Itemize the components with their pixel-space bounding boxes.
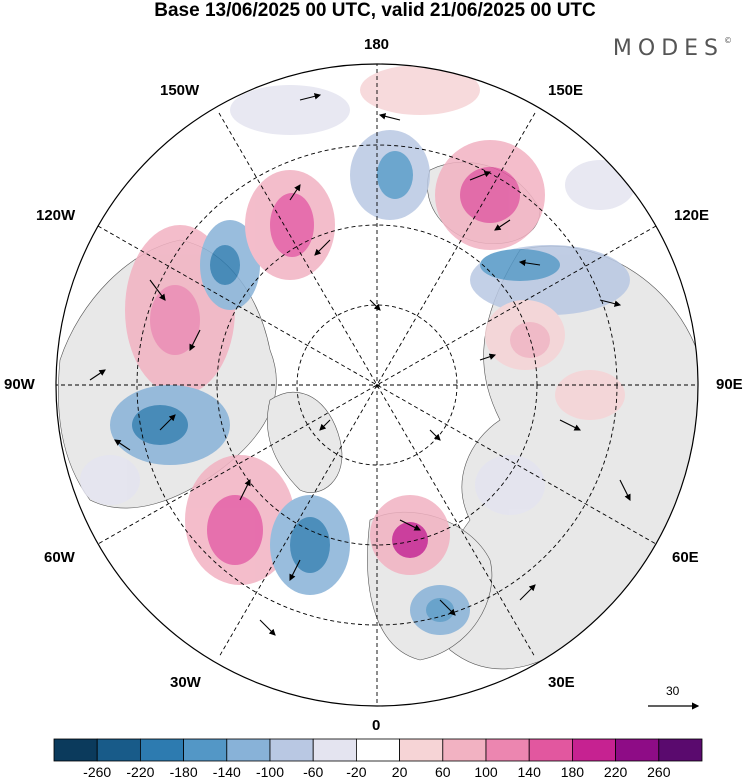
map-title: Base 13/06/2025 00 UTC, valid 21/06/2025… — [154, 0, 596, 21]
colorbar-swatch — [572, 738, 617, 762]
colorbar-swatch — [226, 738, 271, 762]
greenland-landmass — [267, 391, 343, 493]
colorbar-swatch — [528, 738, 573, 762]
colorbar-tick-label: 220 — [603, 764, 628, 780]
colorbar-swatch — [355, 738, 400, 762]
lon-label-30e: 30E — [548, 674, 575, 691]
neg-anomaly-w2 — [80, 455, 140, 505]
pos-anomaly-sse-core — [392, 522, 428, 558]
neg-anomaly-se-core — [426, 598, 454, 622]
colorbar-tick-label: -20 — [346, 764, 367, 780]
neg-anomaly-top — [230, 85, 350, 135]
pos-anomaly-e2-core — [510, 322, 550, 358]
colorbar-tick-label: -60 — [303, 764, 324, 780]
neg-anomaly-s-core — [290, 517, 330, 573]
neg-anomaly-nw-core — [210, 245, 240, 285]
colorbar-tick-label: 20 — [391, 764, 408, 780]
neg-anomaly-ne2 — [565, 160, 635, 210]
colorbar-swatch — [312, 738, 357, 762]
brand-mark: © — [724, 36, 732, 45]
neg-anomaly-e4 — [475, 455, 545, 515]
lon-label-60e: 60E — [672, 549, 699, 566]
colorbar-swatch — [615, 738, 660, 762]
colorbar-tick-label: -260 — [83, 764, 112, 780]
pos-anomaly-ne-core — [460, 167, 520, 223]
lon-label-150w: 150W — [160, 82, 200, 99]
colorbar-tick-label: -220 — [126, 764, 155, 780]
lon-label-bottom: 0 — [372, 717, 381, 734]
graticule — [56, 64, 698, 706]
pos-anomaly-ssw-core — [207, 495, 263, 565]
brand-name: MODES — [612, 36, 724, 61]
neg-anomaly-sw-core — [132, 405, 188, 445]
colorbar — [53, 738, 703, 762]
colorbar-tick-label: 140 — [517, 764, 541, 780]
lon-label-30w: 30W — [170, 674, 201, 691]
colorbar-swatch — [96, 738, 141, 762]
brand-logo: MODES© — [613, 36, 732, 61]
lon-label-120e: 120E — [674, 207, 710, 224]
lon-label-60w: 60W — [44, 549, 75, 566]
lon-label-left: 90W — [4, 376, 35, 393]
colorbar-tick-label: 180 — [560, 764, 585, 780]
map-disk — [56, 64, 698, 706]
pos-anomaly-w-core — [150, 285, 200, 355]
colorbar-swatch — [485, 738, 530, 762]
colorbar-tick-label: 260 — [647, 764, 671, 780]
colorbar-swatch — [53, 738, 98, 762]
colorbar-swatch — [269, 738, 314, 762]
map-border — [55, 63, 699, 707]
lon-label-right: 90E — [716, 376, 743, 393]
pos-anomaly-nnw-core — [270, 193, 314, 257]
colorbar-swatch — [442, 738, 487, 762]
meridian-120w-60e — [97, 225, 657, 545]
meridian-120e-60w — [97, 225, 657, 545]
lon-label-120w: 120W — [36, 207, 76, 224]
lon-label-top: 180 — [364, 36, 390, 53]
lon-label-150e: 150E — [548, 82, 584, 99]
neg-anomaly-e-core — [480, 249, 560, 281]
colorbar-swatch — [183, 738, 228, 762]
neg-anomaly-n-core — [377, 151, 413, 199]
pos-anomaly-e3 — [555, 370, 625, 420]
colorbar-tick-label: -140 — [212, 764, 241, 780]
colorbar-tick-label: -180 — [169, 764, 198, 780]
colorbar-tick-label: 100 — [474, 764, 498, 780]
anomaly-shading — [80, 65, 635, 635]
colorbar-tick-label: 60 — [435, 764, 451, 780]
colorbar-swatch — [139, 738, 184, 762]
colorbar-swatch — [399, 738, 444, 762]
vector-scale-label: 30 — [666, 684, 680, 698]
colorbar-swatch — [658, 738, 703, 762]
pos-anomaly-top — [360, 65, 480, 115]
colorbar-tick-label: -100 — [255, 764, 285, 780]
